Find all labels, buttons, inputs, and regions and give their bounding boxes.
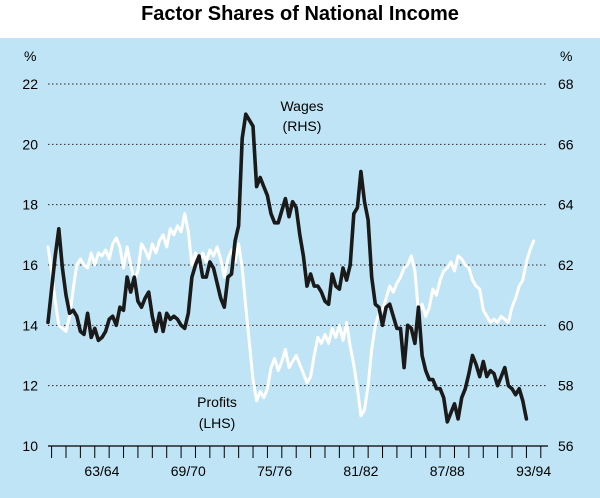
- annotations: Wages (RHS) Profits (LHS): [197, 98, 323, 431]
- right-tick-label: 64: [558, 197, 574, 213]
- right-axis-unit: %: [560, 48, 572, 64]
- right-tick-label: 68: [558, 76, 574, 92]
- x-tick-label: 87/88: [430, 463, 465, 479]
- x-tick-label: 69/70: [171, 463, 206, 479]
- chart-panel: [0, 38, 600, 498]
- left-tick-label: 20: [22, 136, 38, 152]
- left-tick-label: 22: [22, 76, 38, 92]
- right-tick-label: 60: [558, 317, 574, 333]
- right-tick-label: 62: [558, 257, 574, 273]
- x-tick-label: 81/82: [343, 463, 378, 479]
- left-tick-label: 10: [22, 438, 38, 454]
- x-tick-label: 75/76: [257, 463, 292, 479]
- right-tick-label: 66: [558, 136, 574, 152]
- x-tick-label: 93/94: [516, 463, 551, 479]
- wages-axis-note: (RHS): [283, 118, 322, 134]
- profits-label: Profits: [197, 394, 237, 410]
- profits-line: [46, 212, 536, 418]
- axes: [48, 445, 548, 458]
- x-tick-label: 63/64: [84, 463, 119, 479]
- left-axis-unit: %: [24, 48, 36, 64]
- wages-line: [46, 112, 529, 424]
- right-tick-label: 58: [558, 378, 574, 394]
- wages-label: Wages: [280, 98, 323, 114]
- right-tick-label: 56: [558, 438, 574, 454]
- profits-axis-note: (LHS): [199, 415, 236, 431]
- left-tick-label: 16: [22, 257, 38, 273]
- tick-labels: 10 12 14 16 18 20 22 56 58 60 62 64 66 68% % 63/64 69/70…: [22, 48, 573, 479]
- left-tick-label: 12: [22, 378, 38, 394]
- chart-title: Factor Shares of National Income: [141, 3, 459, 25]
- left-tick-label: 18: [22, 197, 38, 213]
- series-lines: [46, 112, 536, 424]
- left-tick-label: 14: [22, 317, 38, 333]
